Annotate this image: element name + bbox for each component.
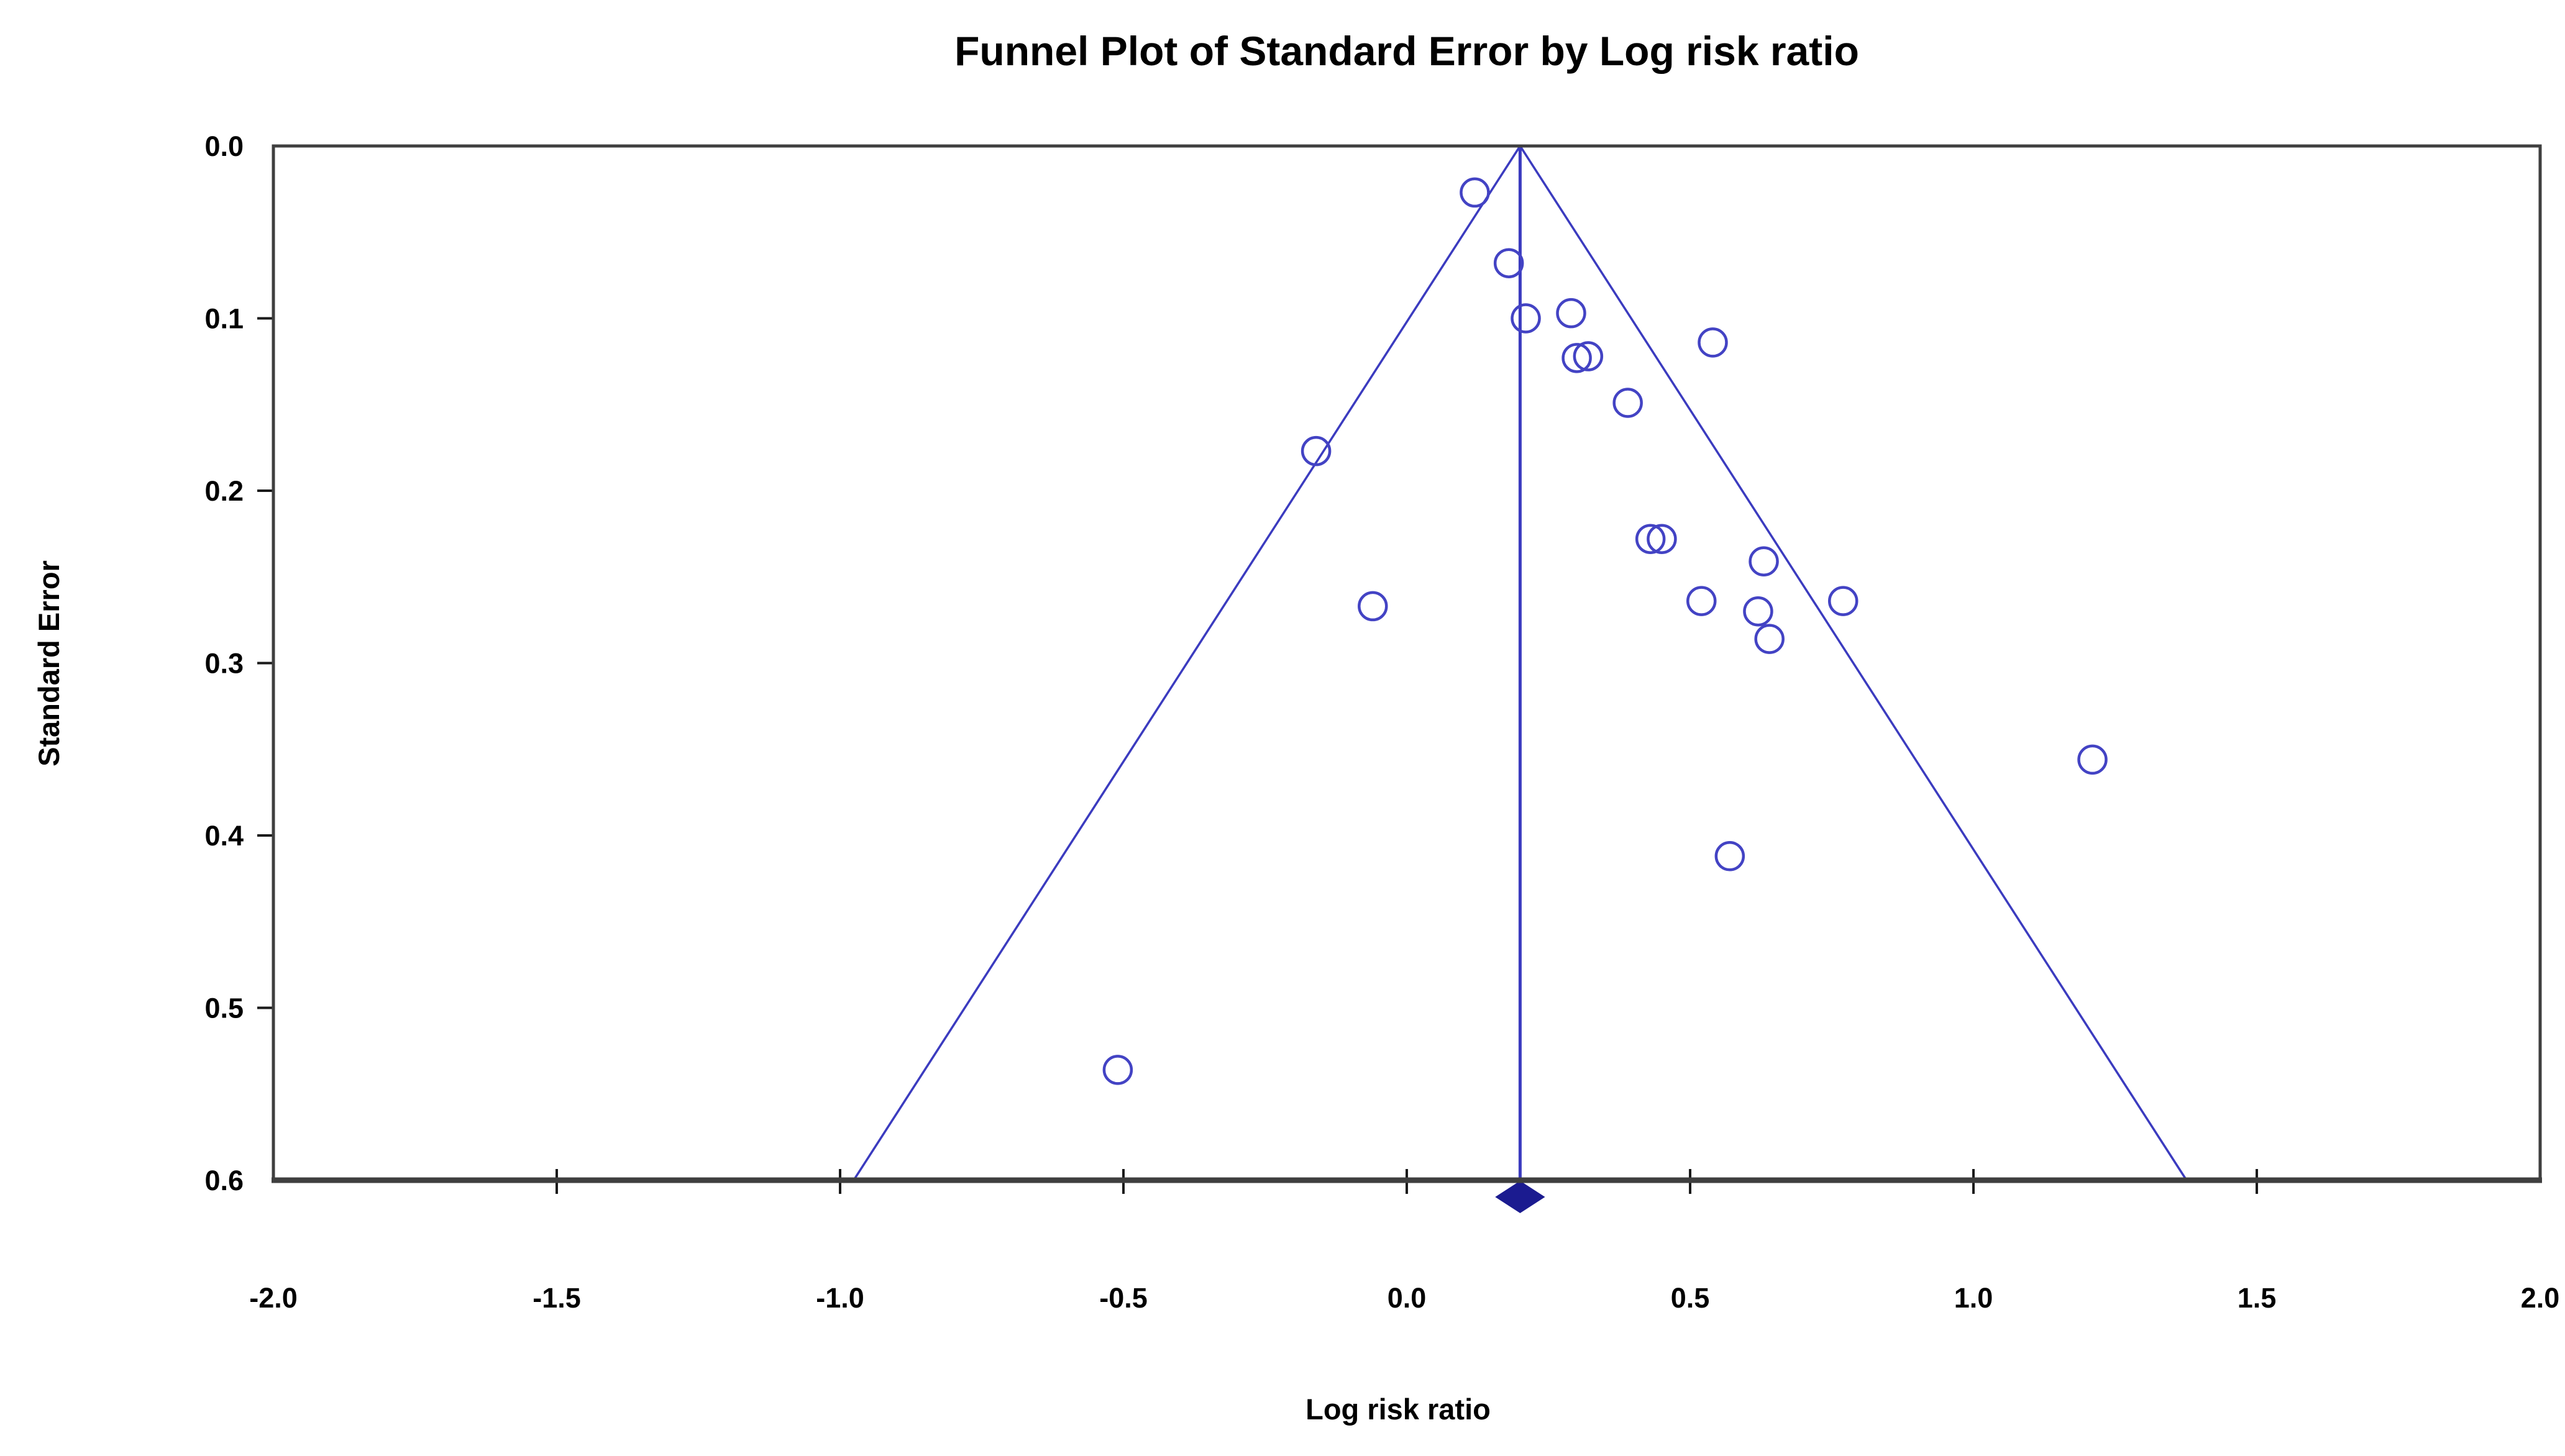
- study-point-circle: [1612, 388, 1643, 418]
- study-point-circle: [1460, 177, 1490, 208]
- x-axis-tick-label: -1.0: [816, 1282, 864, 1314]
- y-axis-tick-label: 0.6: [204, 1165, 244, 1196]
- study-point-circle: [2077, 744, 2108, 775]
- study-point-circle: [1647, 524, 1677, 554]
- x-axis-tick-label: 1.5: [2238, 1282, 2277, 1314]
- study-point-circle: [1635, 524, 1666, 554]
- funnel-right-limit-line: [1519, 145, 2188, 1181]
- study-point-circle: [1743, 596, 1773, 627]
- x-axis-tick-label: 2.0: [2521, 1282, 2560, 1314]
- x-axis-tick-label: 0.0: [1388, 1282, 1427, 1314]
- study-point-circle: [1754, 624, 1785, 654]
- study-point-circle: [1301, 435, 1332, 466]
- y-axis-tick-label: 0.0: [204, 130, 244, 162]
- study-point-circle: [1686, 586, 1717, 616]
- study-point-circle: [1493, 248, 1524, 278]
- y-axis-tick-label: 0.1: [204, 303, 244, 335]
- x-axis-tick-label: -1.5: [533, 1282, 581, 1314]
- x-axis-tick-label: -2.0: [249, 1282, 298, 1314]
- study-point-circle: [1714, 841, 1745, 871]
- y-axis-tick-label: 0.3: [204, 648, 244, 680]
- study-point-circle: [1511, 303, 1541, 334]
- study-point-circle: [1102, 1055, 1133, 1085]
- study-point-circle: [1561, 343, 1592, 373]
- plot-border-box: [272, 144, 2542, 1182]
- plot-frame: [272, 144, 2542, 1183]
- study-point-circle: [1749, 546, 1779, 577]
- funnel-left-limit-line: [853, 145, 1521, 1181]
- chart-title: Funnel Plot of Standard Error by Log ris…: [954, 28, 1859, 74]
- study-point-circle: [1698, 327, 1728, 358]
- y-axis-tick-label: 0.5: [204, 993, 244, 1024]
- axis-tick-marks: [257, 317, 2258, 1194]
- study-point-circle: [1573, 341, 1604, 371]
- funnel-confidence-lines: [853, 145, 2188, 1181]
- study-point-circle: [1358, 591, 1388, 622]
- axis-tick-labels: -2.0 -1.5 -1.0 -0.5 0.0 0.5 1.0 1.5 2.0 0.0 0.1 0.2…: [204, 130, 2559, 1314]
- x-axis-tick-label: 0.5: [1671, 1282, 1710, 1314]
- y-axis-tick-label: 0.4: [204, 820, 244, 852]
- study-point-circle: [1556, 298, 1586, 329]
- study-point-circle: [1827, 586, 1859, 616]
- x-axis-tick-label: -0.5: [1099, 1282, 1148, 1314]
- x-axis-tick-label: 1.0: [1954, 1282, 1993, 1314]
- y-axis-title: Standard Error: [32, 560, 65, 767]
- pooled-estimate-diamond-marker: [1495, 1181, 1545, 1213]
- x-axis-title: Log risk ratio: [1305, 1393, 1491, 1426]
- y-axis-tick-label: 0.2: [204, 475, 244, 507]
- pooled-estimate-diamond: [1495, 1181, 1545, 1213]
- study-data-points: [1102, 177, 2108, 1085]
